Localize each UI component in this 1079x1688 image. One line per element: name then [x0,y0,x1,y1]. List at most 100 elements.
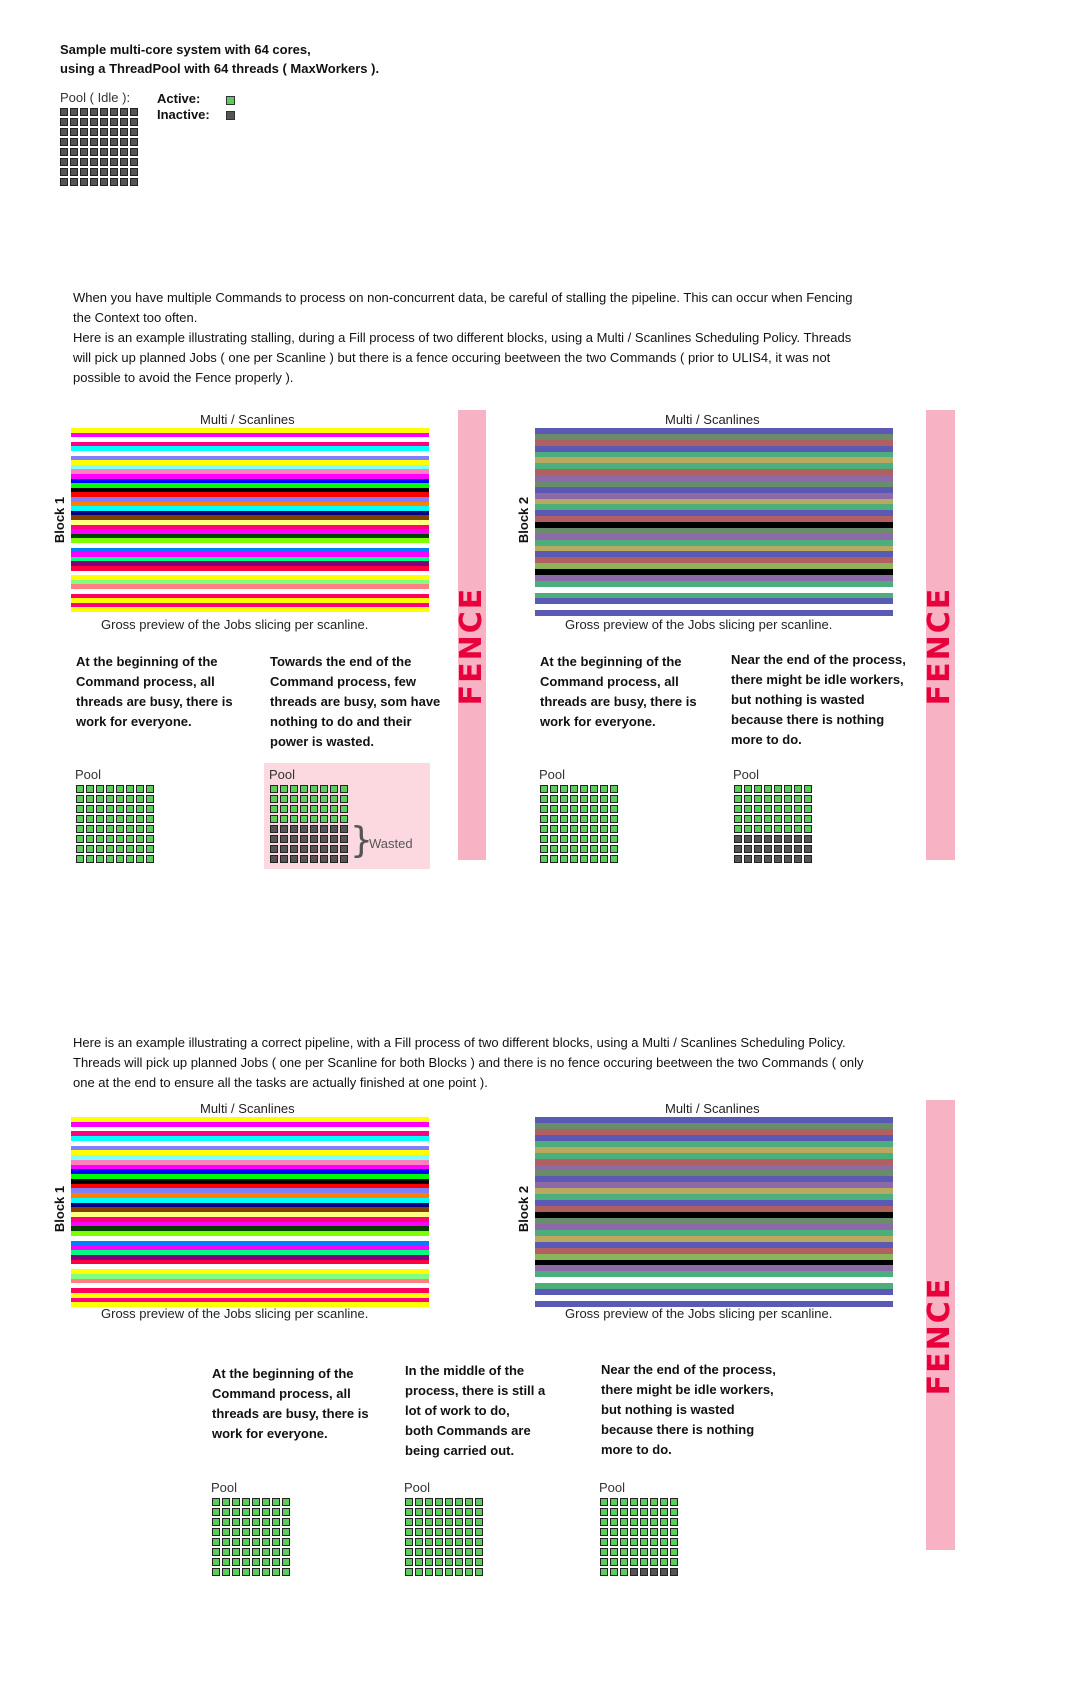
thread-inactive [70,168,78,176]
scanline-job [71,510,429,516]
thread-active [262,1548,270,1556]
s1-left-desc2-line: power is wasted. [270,734,375,749]
thread-active [262,1498,270,1506]
thread-active [590,805,598,813]
thread-active [630,1548,638,1556]
thread-active [660,1548,668,1556]
thread-inactive [670,1568,678,1576]
thread-inactive [100,158,108,166]
thread-inactive [90,128,98,136]
thread-active [465,1568,473,1576]
thread-active [445,1548,453,1556]
scanline-job [535,1194,893,1201]
thread-inactive [784,855,792,863]
thread-active [300,795,308,803]
s1-right-pool1-label: Pool [539,767,566,782]
thread-active [630,1558,638,1566]
thread-inactive [70,118,78,126]
scanline-job [535,510,893,517]
thread-active [540,835,548,843]
scanline-job [71,478,429,484]
thread-inactive [340,825,348,833]
thread-active [282,1528,290,1536]
thread-active [600,815,608,823]
thread-active [310,785,318,793]
thread-active [804,805,812,813]
thread-active [774,815,782,823]
thread-active [764,825,772,833]
thread-active [232,1548,240,1556]
thread-active [650,1558,658,1566]
thread-active [610,805,618,813]
thread-inactive [110,118,118,126]
thread-active [764,785,772,793]
scanline-job [535,1146,893,1153]
intro-line-2: using a ThreadPool with 64 threads ( Max… [60,61,380,76]
thread-active [570,845,578,853]
legend-active-swatch [226,96,235,105]
thread-active [86,805,94,813]
thread-active [580,815,588,823]
scanline-job [535,1277,893,1284]
thread-active [300,805,308,813]
thread-active [734,815,742,823]
s1-left-pool1-label: Pool [75,767,102,782]
thread-inactive [784,845,792,853]
thread-inactive [330,855,338,863]
scanline-job [71,1221,429,1227]
scanline-job [71,529,429,535]
thread-inactive [290,845,298,853]
thread-active [252,1528,260,1536]
thread-inactive [70,138,78,146]
thread-active [272,1498,280,1506]
thread-active [784,785,792,793]
section1-paragraph: When you have multiple Commands to proce… [73,288,973,388]
thread-active [540,855,548,863]
thread-inactive [130,158,138,166]
thread-active [222,1548,230,1556]
scanline-job [535,445,893,452]
thread-active [774,795,782,803]
thread-active [126,815,134,823]
thread-active [242,1508,250,1516]
thread-active [590,795,598,803]
section2-para-line-3: one at the end to ensure all the tasks a… [73,1075,488,1090]
thread-active [744,785,752,793]
thread-active [620,1568,628,1576]
thread-active [330,805,338,813]
thread-active [610,1498,618,1506]
thread-active [610,1548,618,1556]
thread-active [640,1508,648,1516]
s1-left-caption: Gross preview of the Jobs slicing per sc… [101,617,369,632]
scanline-job [535,1283,893,1290]
thread-active [455,1508,463,1516]
thread-active [136,825,144,833]
thread-inactive [70,148,78,156]
s2-desc-3: Near the end of the process, there might… [601,1360,801,1460]
thread-active [560,845,568,853]
thread-active [232,1568,240,1576]
s1-right-desc1-line: Command process, all [540,674,679,689]
thread-active [475,1528,483,1536]
thread-inactive [734,835,742,843]
thread-active [620,1558,628,1566]
thread-active [630,1518,638,1526]
thread-active [475,1508,483,1516]
thread-active [600,1508,608,1516]
thread-inactive [100,178,108,186]
s1-left-desc-1: At the beginning of the Command process,… [76,652,256,732]
scanline-job [535,1134,893,1141]
thread-active [212,1508,220,1516]
thread-inactive [80,128,88,136]
thread-active [330,785,338,793]
thread-inactive [60,118,68,126]
thread-active [242,1558,250,1566]
thread-inactive [80,138,88,146]
thread-inactive [774,835,782,843]
thread-active [212,1528,220,1536]
thread-inactive [290,825,298,833]
thread-active [146,855,154,863]
s2-desc3-line: more to do. [601,1442,672,1457]
thread-active [252,1568,260,1576]
thread-inactive [270,845,278,853]
